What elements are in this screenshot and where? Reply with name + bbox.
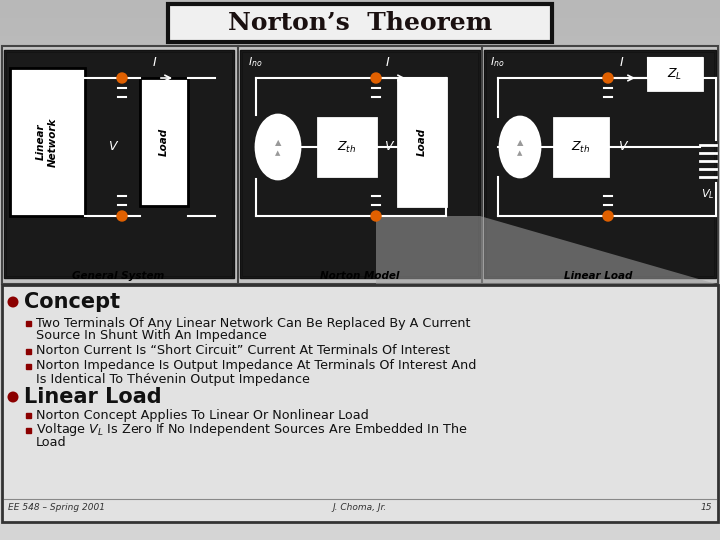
Bar (2, 285, 718, 522)
Text: 15: 15 (701, 503, 712, 512)
Text: J. Choma, Jr.: J. Choma, Jr. (333, 503, 387, 512)
Bar (0, 180, 720, 198)
Text: I: I (386, 56, 390, 69)
Text: $Z_L$: $Z_L$ (667, 66, 683, 82)
Bar (140, 78, 188, 206)
Bar (554, 118, 608, 176)
Text: $Z_{th}$: $Z_{th}$ (338, 139, 356, 154)
Bar (240, 50, 480, 278)
Text: Norton Impedance Is Output Impedance At Terminals Of Interest And: Norton Impedance Is Output Impedance At … (36, 360, 477, 373)
Bar (25, 348, 30, 354)
Text: ▲: ▲ (517, 150, 523, 156)
Polygon shape (376, 216, 716, 284)
Bar (25, 413, 30, 417)
Bar (0, 378, 720, 396)
Bar (0, 486, 720, 504)
Text: $I_{no}$: $I_{no}$ (490, 55, 504, 69)
Bar (0, 0, 720, 18)
Bar (0, 360, 720, 378)
Bar (318, 118, 376, 176)
Text: ▲: ▲ (275, 138, 282, 147)
Bar (0, 90, 720, 108)
Bar (0, 342, 720, 360)
Bar (0, 288, 720, 306)
Bar (0, 450, 720, 468)
Text: EE 548 – Spring 2001: EE 548 – Spring 2001 (8, 503, 105, 512)
Circle shape (371, 73, 381, 83)
Bar (0, 396, 720, 414)
Text: I: I (153, 56, 157, 69)
Circle shape (7, 392, 19, 402)
Bar (0, 468, 720, 486)
Text: Source In Shunt With An Impedance: Source In Shunt With An Impedance (36, 329, 266, 342)
Bar (0, 162, 720, 180)
Text: Linear Load: Linear Load (24, 387, 161, 407)
Text: Voltage $V_L$ Is Zero If No Independent Sources Are Embedded In The: Voltage $V_L$ Is Zero If No Independent … (36, 422, 468, 438)
Text: Norton Current Is “Short Circuit” Current At Terminals Of Interest: Norton Current Is “Short Circuit” Curren… (36, 345, 450, 357)
Text: I: I (620, 56, 624, 69)
Ellipse shape (500, 117, 540, 177)
Text: Linear
Network: Linear Network (36, 117, 58, 167)
Circle shape (117, 73, 127, 83)
Circle shape (603, 73, 613, 83)
Text: Is Identical To Thévenin Output Impedance: Is Identical To Thévenin Output Impedanc… (36, 373, 310, 386)
Text: $I_{no}$: $I_{no}$ (248, 55, 262, 69)
Bar (0, 198, 720, 216)
Bar (0, 504, 720, 522)
Text: ▲: ▲ (517, 138, 523, 147)
Bar (0, 270, 720, 288)
Bar (648, 58, 702, 90)
Text: ▲: ▲ (275, 150, 281, 156)
Bar (25, 363, 30, 368)
Text: General System: General System (72, 271, 164, 281)
Bar (0, 36, 720, 54)
Bar (0, 72, 720, 90)
Bar (486, 52, 714, 276)
Circle shape (603, 211, 613, 221)
Text: Norton Concept Applies To Linear Or Nonlinear Load: Norton Concept Applies To Linear Or Nonl… (36, 408, 369, 422)
Text: V: V (384, 140, 392, 153)
Bar (0, 54, 720, 72)
Text: Load: Load (159, 128, 169, 156)
Bar (0, 216, 720, 234)
Bar (0, 126, 720, 144)
Bar (0, 432, 720, 450)
Bar (0, 252, 720, 270)
Bar (25, 428, 30, 433)
Text: Norton’s  Theorem: Norton’s Theorem (228, 11, 492, 35)
Bar (0, 234, 720, 252)
Bar (0, 414, 720, 432)
Bar (10, 68, 85, 216)
Circle shape (117, 211, 127, 221)
Bar (2, 46, 718, 284)
Bar (242, 52, 478, 276)
Text: $V_L$: $V_L$ (701, 187, 715, 201)
Bar (0, 18, 720, 36)
Circle shape (371, 211, 381, 221)
Bar (484, 50, 716, 278)
Text: Load: Load (36, 436, 67, 449)
Text: Linear Load: Linear Load (564, 271, 632, 281)
Bar (398, 78, 446, 206)
Bar (6, 52, 232, 276)
Bar (0, 306, 720, 324)
Text: V: V (108, 140, 116, 153)
Bar (4, 50, 234, 278)
Bar (25, 321, 30, 326)
Text: Two Terminals Of Any Linear Network Can Be Replaced By A Current: Two Terminals Of Any Linear Network Can … (36, 316, 470, 329)
Text: V: V (618, 140, 626, 153)
Text: Norton Model: Norton Model (320, 271, 400, 281)
Text: Load: Load (417, 128, 427, 156)
Bar (0, 144, 720, 162)
Text: Concept: Concept (24, 292, 120, 312)
Text: $Z_{th}$: $Z_{th}$ (572, 139, 590, 154)
Bar (168, 4, 552, 42)
Bar (0, 522, 720, 540)
Circle shape (7, 296, 19, 307)
Bar (0, 324, 720, 342)
Ellipse shape (256, 115, 300, 179)
Bar (0, 108, 720, 126)
